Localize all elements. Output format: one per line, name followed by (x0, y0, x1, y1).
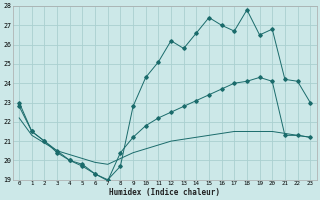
X-axis label: Humidex (Indice chaleur): Humidex (Indice chaleur) (109, 188, 220, 197)
